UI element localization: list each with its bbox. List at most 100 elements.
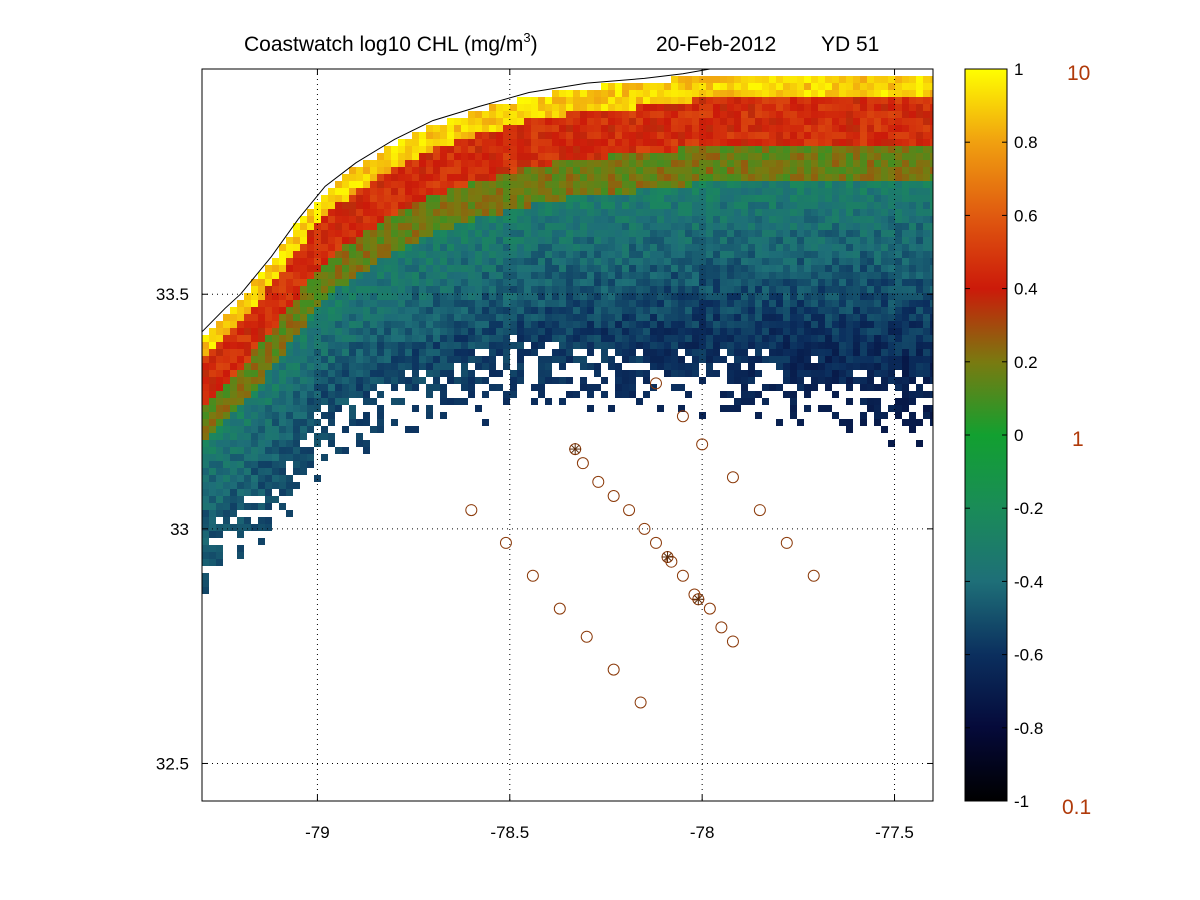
colorbar-tick-label-8: -0.6 [1014, 646, 1043, 665]
chl-cell-2680 [685, 300, 692, 307]
chl-cell-2540 [405, 293, 412, 300]
chl-cell-1320 [468, 202, 475, 209]
station-circle-23 [676, 569, 689, 582]
chl-cell-2186 [671, 265, 678, 272]
chl-cell-2593 [776, 293, 783, 300]
chl-cell-446 [734, 125, 741, 132]
chl-cell-3235 [237, 342, 244, 349]
chl-cell-2849 [447, 314, 454, 321]
chl-cell-3065 [510, 328, 517, 335]
chl-cell-3768 [279, 384, 286, 391]
chl-cell-3058 [461, 328, 468, 335]
chl-cell-1491 [398, 216, 405, 223]
chl-cell-1612 [601, 223, 608, 230]
chl-cell-3874 [930, 391, 933, 398]
chl-cell-2677 [664, 300, 671, 307]
chl-cell-355 [608, 118, 615, 125]
chl-cell-3383 [622, 349, 629, 356]
chl-cell-1840 [902, 237, 909, 244]
chl-cell-845 [776, 160, 783, 167]
chl-cell-1391 [335, 209, 342, 216]
chl-cell-435 [657, 125, 664, 132]
chl-cell-3954 [818, 405, 825, 412]
chl-cell-3852 [566, 391, 573, 398]
chl-cell-2375 [629, 279, 636, 286]
chl-cell-2864 [552, 314, 559, 321]
chl-cell-2526 [307, 293, 314, 300]
chl-cell-1538 [727, 216, 734, 223]
chl-cell-4065 [265, 433, 272, 440]
chl-cell-3678 [916, 370, 923, 377]
chl-cell-2758 [524, 307, 531, 314]
chl-cell-2378 [650, 279, 657, 286]
chl-cell-1327 [517, 202, 524, 209]
chl-cell-3096 [727, 328, 734, 335]
chl-cell-1102 [790, 181, 797, 188]
chl-cell-2613 [916, 293, 923, 300]
chl-cell-2298 [776, 272, 783, 279]
chl-cell-2434 [356, 286, 363, 293]
chl-cell-3063 [496, 328, 503, 335]
chl-cell-2391 [741, 279, 748, 286]
chl-cell-3080 [615, 328, 622, 335]
chl-cell-3015 [888, 321, 895, 328]
chl-cell-121 [797, 90, 804, 97]
chl-cell-36 [923, 76, 930, 83]
chl-cell-3742 [818, 377, 825, 384]
chl-cell-1979 [559, 251, 566, 258]
chl-cell-1220 [391, 195, 398, 202]
chl-cell-2102 [755, 258, 762, 265]
chl-cell-664 [643, 146, 650, 153]
chl-cell-1293 [902, 195, 909, 202]
chl-cell-3135 [265, 335, 272, 342]
chl-cell-431 [629, 125, 636, 132]
chl-cell-3637 [468, 370, 475, 377]
chl-cell-3707 [384, 377, 391, 384]
chl-cell-4245 [237, 531, 244, 538]
chl-cell-3832 [286, 391, 293, 398]
chl-cell-1455 [783, 209, 790, 216]
chl-cell-18 [797, 76, 804, 83]
chl-cell-3437 [300, 356, 307, 363]
chl-cell-1564 [909, 216, 916, 223]
chl-cell-4207 [272, 496, 279, 503]
chl-cell-29 [874, 76, 881, 83]
chl-cell-2090 [671, 258, 678, 265]
chl-cell-4006 [265, 419, 272, 426]
chl-cell-2299 [783, 272, 790, 279]
chl-cell-283 [594, 111, 601, 118]
chl-cell-476 [419, 132, 426, 139]
chl-cell-2122 [895, 258, 902, 265]
chl-cell-3374 [517, 349, 524, 356]
chl-cell-2723 [279, 307, 286, 314]
colorbar-tick-label-9: -0.8 [1014, 719, 1043, 738]
chl-cell-3344 [286, 349, 293, 356]
chl-cell-1824 [790, 237, 797, 244]
chl-cell-4168 [258, 475, 265, 482]
chl-cell-1308 [384, 202, 391, 209]
chl-cell-1168 [643, 188, 650, 195]
chl-cell-3551 [433, 363, 440, 370]
chl-cell-3961 [923, 405, 930, 412]
chl-cell-2608 [881, 293, 888, 300]
chl-cell-346 [545, 118, 552, 125]
chl-cell-692 [839, 146, 846, 153]
chl-cell-3828 [258, 391, 265, 398]
chl-cell-1998 [692, 251, 699, 258]
chl-cell-1130 [377, 188, 384, 195]
chl-cell-2060 [461, 258, 468, 265]
chl-cell-3056 [447, 328, 454, 335]
chl-cell-3838 [328, 391, 335, 398]
chl-cell-1055 [461, 181, 468, 188]
chl-cell-2534 [363, 293, 370, 300]
chl-cell-884 [461, 167, 468, 174]
chl-cell-1053 [447, 181, 454, 188]
chl-cell-3255 [377, 342, 384, 349]
chl-cell-3712 [419, 377, 426, 384]
chl-cell-4190 [216, 489, 223, 496]
chl-cell-3209 [790, 335, 797, 342]
chl-cell-3160 [440, 335, 447, 342]
chl-cell-192 [874, 97, 881, 104]
chl-cell-4205 [237, 496, 244, 503]
chl-cell-2161 [496, 265, 503, 272]
